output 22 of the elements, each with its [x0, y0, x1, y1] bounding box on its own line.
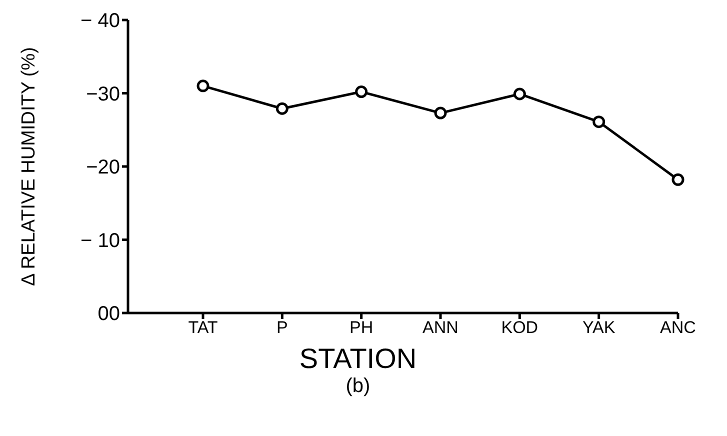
- y-tick-label: − 10: [80, 230, 120, 252]
- y-tick-label: − 40: [80, 10, 120, 32]
- y-tick-label: −30: [86, 83, 120, 106]
- x-axis-title: STATION: [298, 343, 418, 375]
- y-tick-label: 00: [98, 303, 120, 326]
- y-tick-label: −20: [86, 156, 120, 179]
- x-tick-label: TAT: [188, 318, 218, 338]
- point: [592, 116, 606, 128]
- x-tick-label: P: [276, 318, 288, 338]
- x-tick-label: ANN: [422, 318, 458, 338]
- point: [276, 102, 288, 115]
- x-tick-label: ANC: [660, 318, 696, 338]
- point: [672, 173, 684, 186]
- text: (b): [344, 375, 372, 398]
- point: [513, 88, 526, 100]
- x-tick-label: YAK: [582, 318, 616, 338]
- point: [434, 106, 447, 120]
- x-tick-label: KOD: [501, 318, 538, 338]
- y-axis-title: Δ RELATIVE HUMIDITY (%): [18, 47, 40, 286]
- x-tick-label: PH: [350, 318, 374, 338]
- point: [355, 86, 368, 98]
- point: [196, 80, 210, 92]
